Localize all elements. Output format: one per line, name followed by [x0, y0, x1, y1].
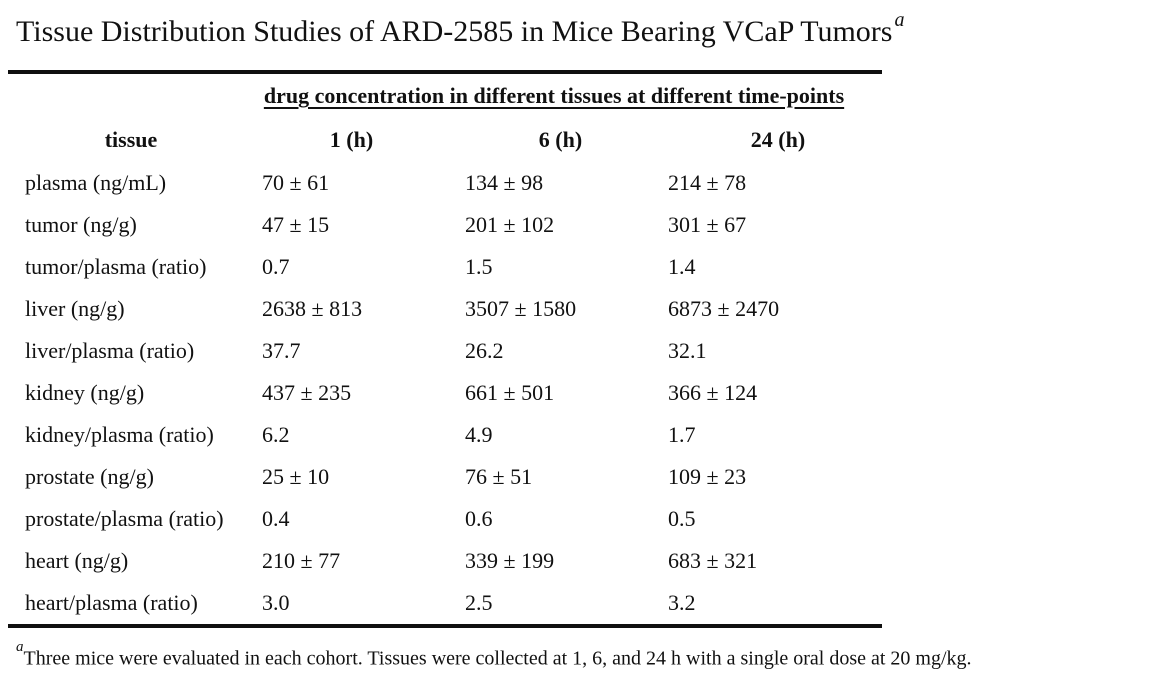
table-row: plasma (ng/mL) 70 ± 61 134 ± 98 214 ± 78: [8, 162, 882, 204]
tissue-label: prostate/plasma (ratio): [25, 506, 224, 531]
column-header-6h: 6 (h): [538, 127, 583, 152]
tissue-label: plasma (ng/mL): [25, 170, 167, 195]
column-header-24h: 24 (h): [750, 127, 806, 152]
value-cell: 0.4: [262, 506, 290, 531]
tissue-label: kidney/plasma (ratio): [25, 422, 214, 447]
tissue-label: tumor/plasma (ratio): [25, 254, 207, 279]
tissue-label: heart (ng/g): [25, 548, 129, 573]
value-cell: 47 ± 15: [262, 212, 330, 237]
value-cell: 3.2: [668, 590, 696, 615]
tissue-label: liver/plasma (ratio): [25, 338, 195, 363]
value-cell: 134 ± 98: [465, 170, 544, 195]
tissue-label: liver (ng/g): [25, 296, 125, 321]
value-cell: 70 ± 61: [262, 170, 330, 195]
table-row: prostate (ng/g) 25 ± 10 76 ± 51 109 ± 23: [8, 456, 882, 498]
value-cell: 201 ± 102: [465, 212, 555, 237]
title-footnote-marker: a: [894, 9, 905, 31]
table-body: plasma (ng/mL) 70 ± 61 134 ± 98 214 ± 78 tum…: [8, 162, 882, 624]
column-header-row: tissue 1 (h) 6 (h) 24 (h): [8, 118, 882, 162]
table-row: heart/plasma (ratio) 3.0 2.5 3.2: [8, 582, 882, 624]
value-cell: 1.7: [668, 422, 696, 447]
value-cell: 6.2: [262, 422, 290, 447]
value-cell: 0.6: [465, 506, 493, 531]
footnote-text: Three mice were evaluated in each cohort…: [23, 647, 972, 670]
value-cell: 214 ± 78: [668, 170, 747, 195]
value-cell: 109 ± 23: [668, 464, 747, 489]
value-cell: 3.0: [262, 590, 290, 615]
value-cell: 6873 ± 2470: [668, 296, 780, 321]
table-title-text: Tissue Distribution Studies of ARD-2585 …: [16, 15, 893, 48]
tissue-label: prostate (ng/g): [25, 464, 154, 489]
spanner-row: drug concentration in different tissues …: [8, 74, 882, 118]
value-cell: 437 ± 235: [262, 380, 352, 405]
value-cell: 26.2: [465, 338, 504, 363]
value-cell: 1.4: [668, 254, 696, 279]
value-cell: 37.7: [262, 338, 301, 363]
table-row: liver/plasma (ratio) 37.7 26.2 32.1: [8, 330, 882, 372]
column-header-tissue: tissue: [104, 127, 158, 152]
footnote-marker: a: [16, 639, 24, 655]
value-cell: 661 ± 501: [465, 380, 555, 405]
table-row: kidney/plasma (ratio) 6.2 4.9 1.7: [8, 414, 882, 456]
value-cell: 2638 ± 813: [262, 296, 363, 321]
value-cell: 76 ± 51: [465, 464, 533, 489]
value-cell: 0.5: [668, 506, 696, 531]
table-title: Tissue Distribution Studies of ARD-2585 …: [16, 6, 905, 50]
value-cell: 1.5: [465, 254, 493, 279]
value-cell: 683 ± 321: [668, 548, 758, 573]
tissue-distribution-table: drug concentration in different tissues …: [8, 70, 882, 628]
footnote: aThree mice were evaluated in each cohor…: [16, 639, 972, 671]
value-cell: 210 ± 77: [262, 548, 341, 573]
table-row: tumor (ng/g) 47 ± 15 201 ± 102 301 ± 67: [8, 204, 882, 246]
column-header-1h: 1 (h): [329, 127, 374, 152]
value-cell: 339 ± 199: [465, 548, 555, 573]
value-cell: 366 ± 124: [668, 380, 758, 405]
spanner-header: drug concentration in different tissues …: [263, 83, 845, 108]
table-row: kidney (ng/g) 437 ± 235 661 ± 501 366 ± 124: [8, 372, 882, 414]
table-row: heart (ng/g) 210 ± 77 339 ± 199 683 ± 321: [8, 540, 882, 582]
value-cell: 301 ± 67: [668, 212, 747, 237]
tissue-label: kidney (ng/g): [25, 380, 145, 405]
tissue-label: heart/plasma (ratio): [25, 590, 198, 615]
value-cell: 0.7: [262, 254, 290, 279]
value-cell: 3507 ± 1580: [465, 296, 577, 321]
value-cell: 2.5: [465, 590, 493, 615]
table-row: tumor/plasma (ratio) 0.7 1.5 1.4: [8, 246, 882, 288]
table-row: liver (ng/g) 2638 ± 813 3507 ± 1580 6873 ± …: [8, 288, 882, 330]
tissue-label: tumor (ng/g): [25, 212, 137, 237]
table-row: prostate/plasma (ratio) 0.4 0.6 0.5: [8, 498, 882, 540]
value-cell: 4.9: [465, 422, 493, 447]
value-cell: 25 ± 10: [262, 464, 330, 489]
value-cell: 32.1: [668, 338, 707, 363]
